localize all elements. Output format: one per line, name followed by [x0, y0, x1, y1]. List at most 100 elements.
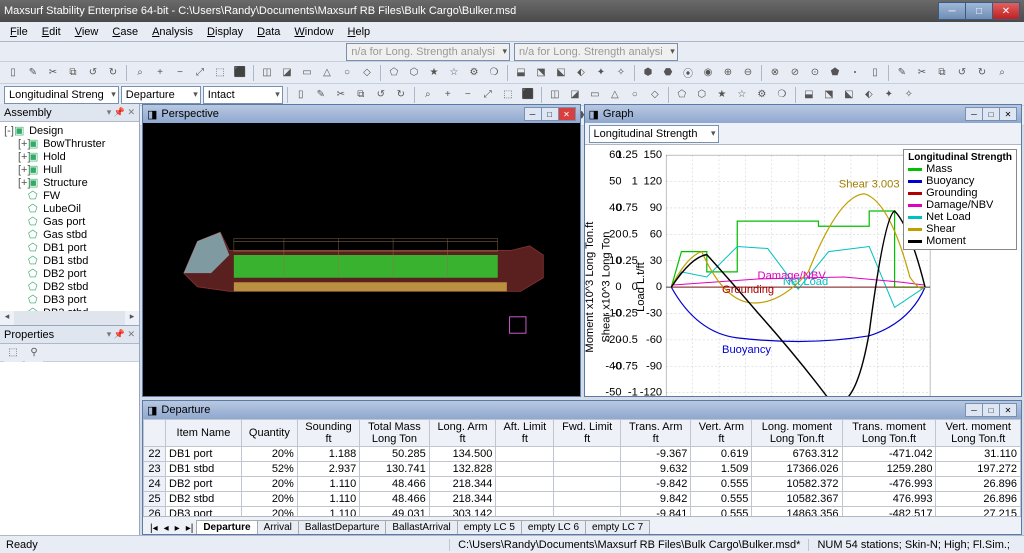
graph-viewport[interactable]: Longitudinal Strength MassBuoyancyGround… — [585, 145, 1022, 396]
departure-close-button[interactable]: ✕ — [999, 403, 1017, 417]
sel-btn-25[interactable]: ⬔ — [820, 86, 838, 104]
sel-btn-5[interactable]: ↻ — [392, 86, 410, 104]
graph-titlebar[interactable]: ◨ Graph ─ □ ✕ — [585, 105, 1022, 123]
tabs-next-button[interactable]: ▸ — [172, 523, 183, 534]
sel-btn-3[interactable]: ⧉ — [352, 86, 370, 104]
tree-item[interactable]: ⬠ DB1 stbd — [2, 254, 137, 267]
sel-btn-15[interactable]: △ — [606, 86, 624, 104]
col-header[interactable]: Total MassLong Ton — [360, 420, 429, 447]
col-header[interactable]: Soundingft — [297, 420, 359, 447]
tool-btn-8[interactable]: − — [171, 64, 189, 82]
perspective-viewport[interactable] — [143, 123, 580, 396]
menu-file[interactable]: File — [4, 24, 34, 40]
tree-item[interactable]: ⬠ FW — [2, 189, 137, 202]
assembly-tree[interactable]: [-]▣ Design[+]▣ BowThruster[+]▣ Hold[+]▣… — [0, 122, 139, 311]
table-cell[interactable]: 20% — [241, 492, 297, 507]
loadcase-tab[interactable]: empty LC 6 — [521, 520, 586, 534]
properties-body[interactable] — [0, 362, 139, 535]
table-cell[interactable] — [496, 462, 554, 477]
graph-close-button[interactable]: ✕ — [999, 107, 1017, 121]
sel-btn-10[interactable]: ⬚ — [499, 86, 517, 104]
perspective-min-button[interactable]: ─ — [524, 107, 542, 121]
loadcase-tab[interactable]: empty LC 7 — [585, 520, 650, 534]
tool-btn-30[interactable]: ⬢ — [639, 64, 657, 82]
table-cell[interactable]: 20% — [241, 447, 297, 462]
table-cell[interactable]: 49.031 — [360, 507, 429, 517]
table-row[interactable]: 22DB1 port20%1.18850.285134.500-9.3670.6… — [144, 447, 1021, 462]
sel-btn-11[interactable]: ⬛ — [519, 86, 537, 104]
sel-btn-9[interactable]: ⤢ — [479, 86, 497, 104]
table-cell[interactable]: 0.555 — [691, 492, 752, 507]
table-cell[interactable]: 26 — [144, 507, 166, 517]
table-cell[interactable]: 130.741 — [360, 462, 429, 477]
table-cell[interactable]: 218.344 — [429, 492, 496, 507]
col-header[interactable]: Trans. Armft — [621, 420, 691, 447]
table-cell[interactable] — [554, 462, 621, 477]
table-cell[interactable]: 2.937 — [297, 462, 359, 477]
tree-item[interactable]: [+]▣ Structure — [2, 176, 137, 189]
col-header[interactable]: Vert. Armft — [691, 420, 752, 447]
table-cell[interactable]: 9.842 — [621, 492, 691, 507]
menu-edit[interactable]: Edit — [36, 24, 67, 40]
table-row[interactable]: 26DB3 port20%1.11049.031303.142-9.8410.5… — [144, 507, 1021, 517]
tool-btn-42[interactable]: ✎ — [893, 64, 911, 82]
table-cell[interactable]: 303.142 — [429, 507, 496, 517]
sel-btn-6[interactable]: ⌕ — [419, 86, 437, 104]
sel-btn-17[interactable]: ◇ — [646, 86, 664, 104]
table-cell[interactable]: DB2 port — [166, 477, 242, 492]
tool-btn-22[interactable]: ⚙ — [465, 64, 483, 82]
col-header[interactable]: Long. momentLong Ton.ft — [752, 420, 842, 447]
tool-btn-5[interactable]: ↻ — [104, 64, 122, 82]
table-cell[interactable]: 1.110 — [297, 507, 359, 517]
tool-btn-32[interactable]: ⦿ — [679, 64, 697, 82]
col-header[interactable]: Aft. Limitft — [496, 420, 554, 447]
col-header[interactable]: Long. Armft — [429, 420, 496, 447]
table-cell[interactable]: 1.110 — [297, 477, 359, 492]
table-cell[interactable]: -471.042 — [842, 447, 936, 462]
tool-btn-16[interactable]: ○ — [338, 64, 356, 82]
tool-btn-1[interactable]: ✎ — [24, 64, 42, 82]
table-cell[interactable]: -9.367 — [621, 447, 691, 462]
tool-btn-31[interactable]: ⬣ — [659, 64, 677, 82]
table-cell[interactable]: 0.555 — [691, 477, 752, 492]
table-cell[interactable]: 23 — [144, 462, 166, 477]
sel-btn-8[interactable]: − — [459, 86, 477, 104]
table-cell[interactable]: 1.188 — [297, 447, 359, 462]
col-header[interactable]: Quantity — [241, 420, 297, 447]
menu-window[interactable]: Window — [288, 24, 339, 40]
menu-display[interactable]: Display — [201, 24, 249, 40]
table-cell[interactable]: 6763.312 — [752, 447, 842, 462]
table-cell[interactable]: 10582.367 — [752, 492, 842, 507]
tree-item[interactable]: [+]▣ Hull — [2, 163, 137, 176]
tool-btn-26[interactable]: ⬕ — [552, 64, 570, 82]
table-cell[interactable]: 476.993 — [842, 492, 936, 507]
tool-btn-40[interactable]: ⬞ — [846, 64, 864, 82]
departure-table-scroll[interactable]: Item NameQuantitySoundingftTotal MassLon… — [143, 419, 1021, 516]
tool-btn-20[interactable]: ★ — [425, 64, 443, 82]
tree-item[interactable]: [+]▣ BowThruster — [2, 137, 137, 150]
table-cell[interactable] — [554, 492, 621, 507]
properties-pin-icon[interactable]: ▾ 📌 ✕ — [107, 329, 135, 340]
tool-btn-36[interactable]: ⊗ — [766, 64, 784, 82]
table-cell[interactable]: DB1 port — [166, 447, 242, 462]
col-header[interactable]: Item Name — [166, 420, 242, 447]
menu-analysis[interactable]: Analysis — [146, 24, 199, 40]
analysis-type-combo[interactable]: Longitudinal Streng — [4, 86, 119, 104]
sel-btn-18[interactable]: ⬠ — [673, 86, 691, 104]
sel-btn-13[interactable]: ◪ — [566, 86, 584, 104]
loadcase-tab[interactable]: Departure — [196, 520, 257, 534]
tabs-prev-button[interactable]: ◂ — [161, 523, 172, 534]
sel-btn-2[interactable]: ✂ — [332, 86, 350, 104]
perspective-max-button[interactable]: □ — [541, 107, 559, 121]
tool-btn-18[interactable]: ⬠ — [385, 64, 403, 82]
table-row[interactable]: 25DB2 stbd20%1.11048.466218.3449.8420.55… — [144, 492, 1021, 507]
tool-btn-39[interactable]: ⬟ — [826, 64, 844, 82]
table-cell[interactable]: 22 — [144, 447, 166, 462]
tool-btn-46[interactable]: ↻ — [973, 64, 991, 82]
departure-table[interactable]: Item NameQuantitySoundingftTotal MassLon… — [143, 419, 1021, 516]
sel-btn-1[interactable]: ✎ — [312, 86, 330, 104]
sel-btn-12[interactable]: ◫ — [546, 86, 564, 104]
table-cell[interactable]: 14863.356 — [752, 507, 842, 517]
table-cell[interactable]: 197.272 — [936, 462, 1021, 477]
tool-btn-33[interactable]: ◉ — [699, 64, 717, 82]
